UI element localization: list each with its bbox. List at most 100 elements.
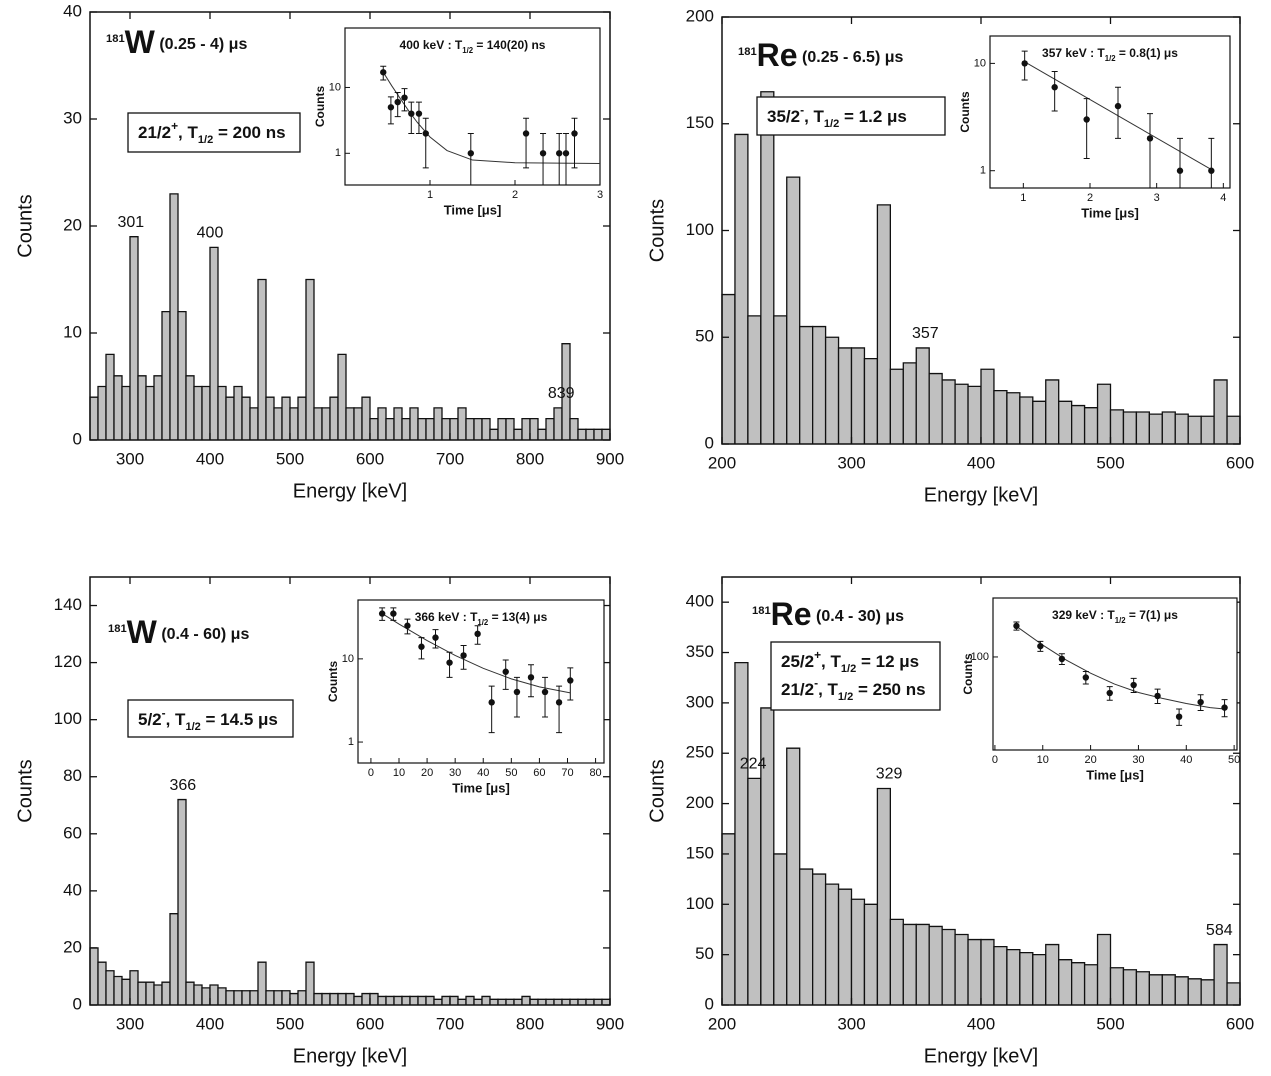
nuclide-label: 181W (0.25 - 4) μs — [106, 24, 247, 60]
histogram-bin — [345, 407, 355, 440]
text-big: Re — [757, 37, 798, 73]
histogram-bin — [177, 310, 187, 440]
histogram-bin — [249, 407, 259, 440]
histogram-bin — [1161, 974, 1176, 1005]
histogram-bin — [799, 325, 814, 444]
y-tick-label: 300 — [686, 692, 714, 711]
histogram-bin — [273, 990, 283, 1005]
histogram-bin — [1135, 411, 1150, 444]
histogram-bin — [537, 998, 547, 1005]
histogram-bin — [747, 777, 762, 1005]
y-tick-label: 250 — [686, 743, 714, 762]
histogram-bin — [1083, 964, 1099, 1005]
y-tick-label: 200 — [686, 793, 714, 812]
histogram-bin — [137, 981, 147, 1005]
inset-title: 357 keV : T1/2 = 0.8(1) μs — [1042, 46, 1178, 62]
inset-x-tick-label: 20 — [421, 767, 433, 779]
inset-x-tick-label: 40 — [477, 767, 489, 779]
error-bar — [1051, 71, 1058, 112]
inset-y-axis-label: Counts — [326, 661, 340, 703]
data-point — [404, 622, 411, 629]
histogram-bin — [217, 385, 227, 440]
x-tick-label: 400 — [196, 449, 224, 468]
histogram-bin — [1135, 971, 1150, 1005]
text-text: , T — [804, 107, 824, 126]
x-tick-label: 400 — [967, 453, 995, 472]
data-point — [1013, 622, 1020, 630]
histogram-bin — [786, 176, 801, 444]
histogram-bin — [1213, 379, 1228, 444]
inset-x-tick-label: 3 — [597, 189, 603, 201]
data-point — [527, 674, 535, 681]
histogram-bin — [993, 945, 1008, 1005]
text-sup: 181 — [108, 623, 127, 635]
data-point — [1021, 60, 1028, 67]
histogram-bin — [313, 407, 323, 440]
histogram-bin — [233, 990, 243, 1005]
y-tick-label: 0 — [705, 433, 714, 452]
y-tick-label: 40 — [63, 1, 82, 20]
histogram-bin — [281, 396, 291, 440]
inset-x-tick-label: 20 — [1084, 754, 1096, 766]
y-tick-label: 400 — [686, 592, 714, 611]
histogram-bin — [585, 998, 595, 1005]
histogram-bin — [850, 898, 866, 1005]
error-bar — [556, 685, 563, 734]
histogram-bin — [941, 928, 956, 1005]
x-tick-label: 700 — [436, 449, 464, 468]
histogram-bin — [1174, 976, 1189, 1005]
error-bar — [556, 132, 563, 186]
histogram-bin — [863, 903, 879, 1005]
histogram-bin — [193, 984, 203, 1005]
y-tick-label: 140 — [54, 595, 82, 614]
y-axis-label: Counts — [14, 194, 36, 257]
histogram-bin — [561, 998, 571, 1005]
histogram-bin — [915, 923, 930, 1005]
histogram-bin — [161, 981, 171, 1005]
y-tick-label: 200 — [686, 6, 714, 25]
histogram-bin — [409, 995, 419, 1005]
histogram-bin — [185, 981, 195, 1005]
state-text: 35/2-, T1/2 = 1.2 μs — [767, 103, 907, 130]
histogram-bin — [1045, 379, 1060, 444]
data-point — [401, 94, 408, 101]
histogram-bin — [529, 417, 539, 440]
histogram-bin — [473, 998, 483, 1005]
data-point — [467, 150, 474, 157]
plot-frame — [89, 576, 611, 1006]
inset-y-axis-label: Counts — [961, 653, 975, 695]
data-point — [378, 610, 386, 617]
inset-x-axis-label: Time [μs] — [444, 202, 502, 217]
histogram-bin — [289, 407, 299, 440]
histogram-bin — [201, 987, 211, 1005]
histogram-bin — [721, 293, 736, 444]
histogram-bin — [249, 990, 259, 1005]
data-point — [556, 150, 563, 157]
peak-label: 357 — [912, 325, 939, 342]
inset-x-axis-label: Time [μs] — [1086, 767, 1144, 782]
histogram-bin — [863, 357, 879, 444]
histogram-bin — [185, 375, 195, 440]
histogram-bin — [902, 923, 917, 1005]
histogram-bin — [353, 407, 363, 440]
y-tick-label: 10 — [63, 322, 82, 341]
text-big: W — [125, 24, 156, 60]
y-tick-label: 0 — [705, 994, 714, 1013]
error-bar — [1115, 86, 1121, 139]
inset-x-tick-label: 0 — [992, 754, 998, 766]
error-bar — [563, 132, 569, 186]
histogram-bin — [281, 990, 291, 1005]
nuclide-label: 181Re (0.25 - 6.5) μs — [738, 37, 904, 73]
histogram-bin — [928, 925, 943, 1005]
data-point — [418, 643, 425, 650]
y-tick-label: 20 — [63, 215, 82, 234]
histogram-bin — [377, 407, 387, 440]
histogram-bin — [521, 995, 531, 1005]
histogram-bin — [89, 396, 99, 440]
text-text: = 12 μs — [856, 652, 919, 671]
histogram-bin — [593, 428, 603, 440]
data-point — [432, 634, 439, 641]
y-tick-label: 30 — [63, 108, 82, 127]
x-tick-label: 700 — [436, 1014, 464, 1033]
error-bar — [540, 132, 547, 186]
